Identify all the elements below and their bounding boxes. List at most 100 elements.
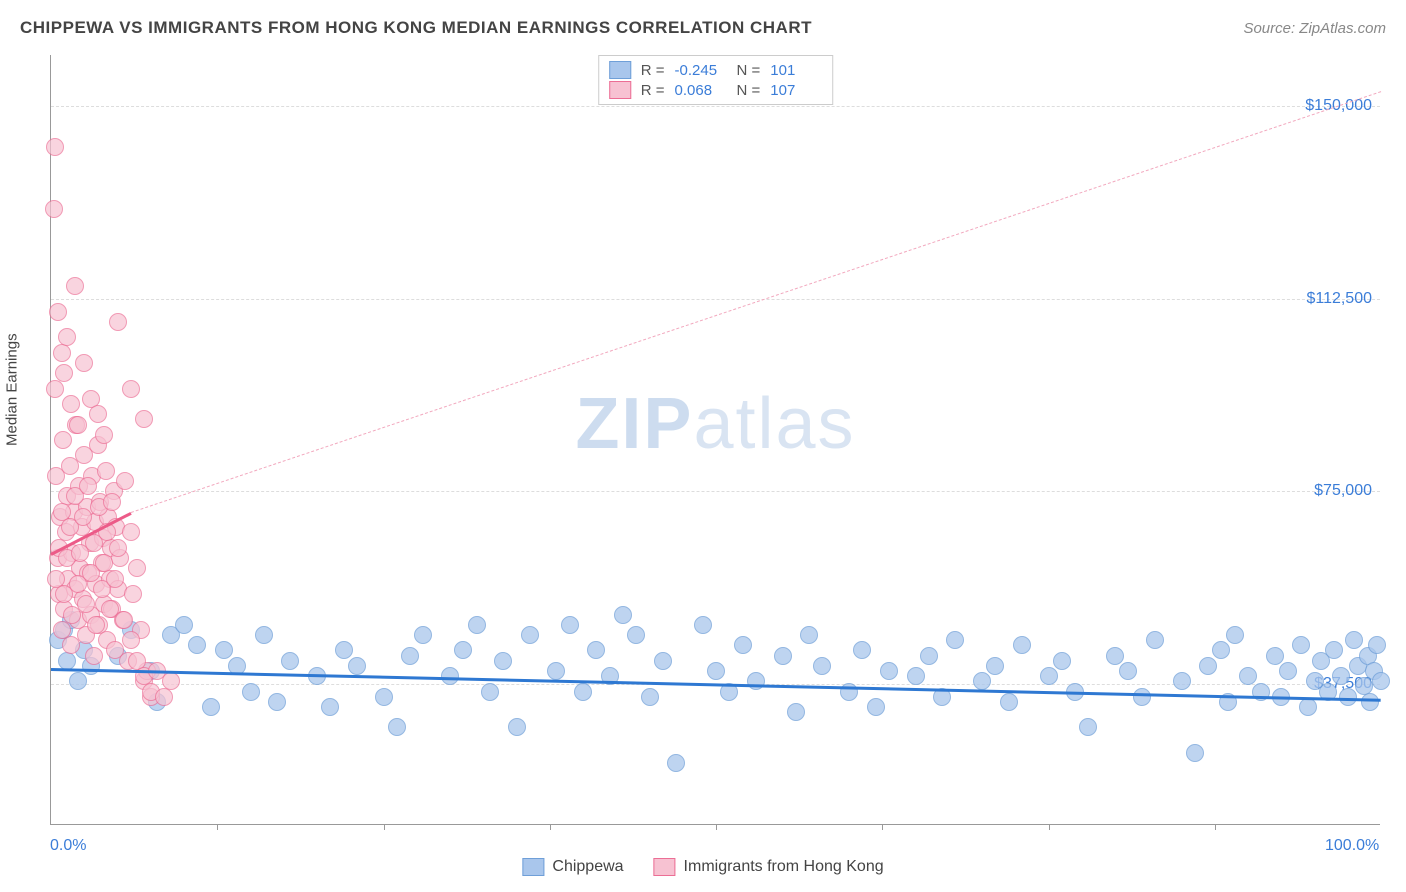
data-point xyxy=(1239,667,1257,685)
data-point xyxy=(58,652,76,670)
data-point xyxy=(587,641,605,659)
gridline xyxy=(51,106,1380,107)
chart-title: CHIPPEWA VS IMMIGRANTS FROM HONG KONG ME… xyxy=(20,18,812,38)
data-point xyxy=(1332,667,1350,685)
data-point xyxy=(1279,662,1297,680)
data-point xyxy=(694,616,712,634)
data-point xyxy=(46,380,64,398)
data-point xyxy=(1040,667,1058,685)
x-minor-tick xyxy=(1049,824,1050,830)
gridline xyxy=(51,299,1380,300)
data-point xyxy=(1079,718,1097,736)
data-point xyxy=(946,631,964,649)
data-point xyxy=(321,698,339,716)
data-point xyxy=(1361,693,1379,711)
data-point xyxy=(1146,631,1164,649)
watermark: ZIPatlas xyxy=(575,383,855,465)
data-point xyxy=(1266,647,1284,665)
data-point xyxy=(54,431,72,449)
legend-label-1: Chippewa xyxy=(552,858,623,876)
stat-n-value-1: 101 xyxy=(770,62,822,79)
y-tick-label: $112,500 xyxy=(1306,290,1372,308)
data-point xyxy=(1226,626,1244,644)
data-point xyxy=(79,477,97,495)
data-point xyxy=(388,718,406,736)
data-point xyxy=(414,626,432,644)
x-minor-tick xyxy=(384,824,385,830)
data-point xyxy=(880,662,898,680)
data-point xyxy=(1368,636,1386,654)
data-point xyxy=(53,344,71,362)
data-point xyxy=(707,662,725,680)
legend-swatch-2 xyxy=(654,858,676,876)
data-point xyxy=(614,606,632,624)
data-point xyxy=(813,657,831,675)
data-point xyxy=(1339,688,1357,706)
data-point xyxy=(49,303,67,321)
data-point xyxy=(1133,688,1151,706)
data-point xyxy=(46,138,64,156)
data-point xyxy=(66,277,84,295)
data-point xyxy=(162,672,180,690)
data-point xyxy=(202,698,220,716)
source-attribution: Source: ZipAtlas.com xyxy=(1243,20,1386,37)
data-point xyxy=(547,662,565,680)
data-point xyxy=(907,667,925,685)
stats-row-series-1: R = -0.245 N = 101 xyxy=(609,60,823,80)
data-point xyxy=(69,672,87,690)
stat-r-value-1: -0.245 xyxy=(675,62,727,79)
data-point xyxy=(561,616,579,634)
x-tick-label: 0.0% xyxy=(50,837,86,855)
data-point xyxy=(840,683,858,701)
stat-n-label: N = xyxy=(737,82,761,99)
data-point xyxy=(1173,672,1191,690)
data-point xyxy=(1325,641,1343,659)
data-point xyxy=(774,647,792,665)
data-point xyxy=(641,688,659,706)
data-point xyxy=(155,688,173,706)
data-point xyxy=(348,657,366,675)
data-point xyxy=(920,647,938,665)
data-point xyxy=(1345,631,1363,649)
data-point xyxy=(1299,698,1317,716)
data-point xyxy=(122,380,140,398)
data-point xyxy=(215,641,233,659)
data-point xyxy=(787,703,805,721)
data-point xyxy=(109,539,127,557)
data-point xyxy=(69,416,87,434)
data-point xyxy=(188,636,206,654)
data-point xyxy=(335,641,353,659)
data-point xyxy=(401,647,419,665)
stat-r-label: R = xyxy=(641,62,665,79)
data-point xyxy=(77,595,95,613)
stat-n-label: N = xyxy=(737,62,761,79)
data-point xyxy=(494,652,512,670)
data-point xyxy=(281,652,299,670)
data-point xyxy=(667,754,685,772)
plot-area: ZIPatlas R = -0.245 N = 101 R = 0.068 N … xyxy=(50,55,1380,825)
x-minor-tick xyxy=(550,824,551,830)
data-point xyxy=(454,641,472,659)
data-point xyxy=(97,462,115,480)
legend-item-2: Immigrants from Hong Kong xyxy=(654,858,884,876)
data-point xyxy=(1013,636,1031,654)
data-point xyxy=(124,585,142,603)
x-tick-label: 100.0% xyxy=(1325,837,1379,855)
data-point xyxy=(45,200,63,218)
data-point xyxy=(128,559,146,577)
data-point xyxy=(115,611,133,629)
data-point xyxy=(521,626,539,644)
data-point xyxy=(468,616,486,634)
data-point xyxy=(574,683,592,701)
stats-row-series-2: R = 0.068 N = 107 xyxy=(609,80,823,100)
data-point xyxy=(75,354,93,372)
data-point xyxy=(268,693,286,711)
data-point xyxy=(853,641,871,659)
data-point xyxy=(116,472,134,490)
stat-n-value-2: 107 xyxy=(770,82,822,99)
stats-legend-box: R = -0.245 N = 101 R = 0.068 N = 107 xyxy=(598,55,834,105)
x-minor-tick xyxy=(716,824,717,830)
data-point xyxy=(85,647,103,665)
x-minor-tick xyxy=(882,824,883,830)
watermark-bold: ZIP xyxy=(575,384,693,464)
